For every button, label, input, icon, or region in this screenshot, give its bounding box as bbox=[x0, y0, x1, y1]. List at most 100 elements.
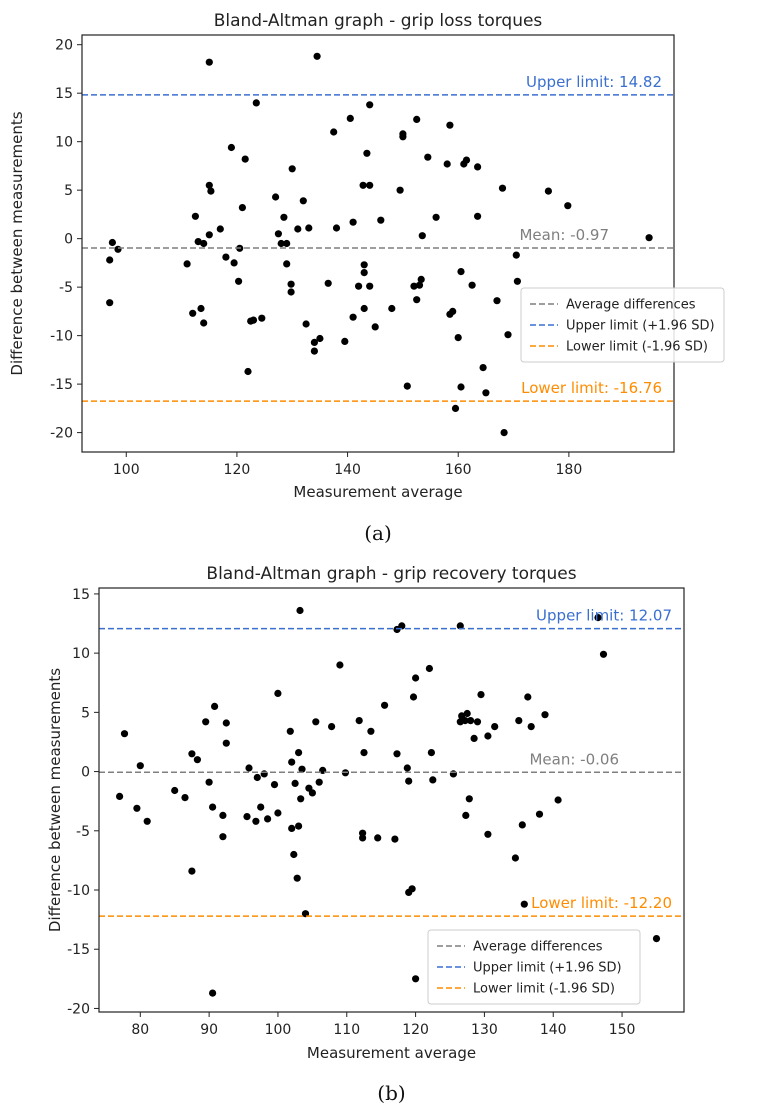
data-point bbox=[288, 824, 296, 833]
data-point bbox=[413, 296, 421, 304]
chart-title: Bland-Altman graph - grip recovery torqu… bbox=[206, 564, 576, 584]
legend-entry: Upper limit (+1.96 SD) bbox=[473, 961, 622, 976]
data-point bbox=[296, 606, 304, 615]
y-tick-label: 0 bbox=[64, 232, 73, 248]
data-point bbox=[544, 187, 553, 195]
data-point bbox=[377, 216, 385, 224]
mean-label: Mean: -0.06 bbox=[529, 750, 619, 768]
data-point bbox=[594, 614, 602, 622]
data-point bbox=[106, 299, 114, 307]
legend-entry: Average differences bbox=[473, 940, 603, 955]
data-point bbox=[171, 786, 179, 795]
data-point bbox=[457, 268, 465, 276]
y-tick-label: -10 bbox=[67, 883, 90, 899]
x-axis-label: Measurement average bbox=[293, 483, 462, 501]
y-tick-label: 10 bbox=[72, 646, 90, 662]
lower-limit-label: Lower limit: -16.76 bbox=[521, 379, 662, 397]
data-point bbox=[474, 163, 482, 171]
data-point bbox=[363, 149, 371, 157]
data-point bbox=[241, 155, 249, 163]
data-point bbox=[136, 762, 144, 770]
data-point bbox=[360, 261, 368, 269]
data-point bbox=[191, 212, 199, 220]
data-point bbox=[291, 779, 299, 788]
data-point bbox=[515, 717, 523, 725]
data-point bbox=[290, 850, 298, 859]
data-point bbox=[408, 885, 416, 893]
data-point bbox=[194, 238, 202, 246]
data-point bbox=[359, 834, 367, 842]
data-point bbox=[398, 622, 406, 630]
data-point bbox=[288, 165, 296, 173]
data-point bbox=[332, 224, 341, 232]
data-point bbox=[409, 693, 418, 701]
data-point bbox=[405, 777, 413, 785]
data-point bbox=[482, 389, 490, 397]
data-point bbox=[449, 770, 457, 778]
x-tick-label: 90 bbox=[200, 1022, 218, 1038]
data-point bbox=[274, 230, 282, 238]
data-point bbox=[462, 156, 471, 164]
data-point bbox=[252, 99, 260, 107]
data-point bbox=[116, 792, 124, 801]
data-point bbox=[295, 749, 303, 757]
legend: Average differences Upper limit (+1.96 SD… bbox=[520, 287, 725, 363]
data-point bbox=[366, 101, 374, 109]
y-tick-label: 5 bbox=[81, 705, 90, 721]
data-point bbox=[541, 711, 549, 719]
data-point bbox=[393, 750, 401, 758]
data-point bbox=[470, 734, 478, 743]
data-point bbox=[498, 184, 507, 192]
y-tick-label: 15 bbox=[72, 587, 90, 603]
data-point bbox=[511, 854, 519, 862]
data-point bbox=[388, 304, 396, 313]
data-point bbox=[500, 429, 508, 437]
data-point bbox=[403, 764, 411, 772]
data-point bbox=[183, 260, 191, 268]
x-tick-label: 120 bbox=[402, 1022, 429, 1038]
y-tick-label: -5 bbox=[59, 280, 73, 296]
y-tick-label: 0 bbox=[81, 765, 90, 781]
data-point bbox=[465, 795, 473, 803]
data-point bbox=[205, 58, 213, 66]
y-tick-label: -15 bbox=[67, 942, 90, 958]
data-point bbox=[312, 718, 320, 726]
data-point bbox=[443, 160, 451, 168]
data-point bbox=[302, 320, 310, 328]
data-point bbox=[205, 231, 213, 239]
data-point bbox=[310, 338, 318, 346]
data-point bbox=[274, 689, 282, 698]
x-tick-label: 150 bbox=[609, 1022, 636, 1038]
data-point bbox=[308, 789, 316, 797]
data-point bbox=[360, 269, 368, 277]
figure-caption: (b) bbox=[377, 1081, 405, 1105]
data-point bbox=[207, 187, 215, 195]
data-point bbox=[446, 121, 454, 129]
data-point bbox=[429, 776, 437, 784]
data-points bbox=[116, 606, 661, 997]
data-point bbox=[270, 781, 279, 789]
data-point bbox=[283, 239, 291, 248]
data-point bbox=[316, 334, 324, 343]
data-point bbox=[493, 297, 501, 305]
data-point bbox=[328, 723, 336, 731]
data-point bbox=[535, 810, 544, 818]
data-point bbox=[298, 765, 306, 773]
data-point bbox=[346, 114, 354, 122]
data-point bbox=[463, 709, 471, 718]
data-point bbox=[513, 277, 522, 285]
data-point bbox=[371, 323, 379, 331]
data-point bbox=[520, 900, 528, 908]
data-point bbox=[305, 224, 313, 232]
data-point bbox=[216, 225, 224, 233]
data-point bbox=[524, 693, 532, 701]
data-point bbox=[293, 874, 301, 882]
data-point bbox=[336, 661, 344, 669]
legend-box bbox=[520, 287, 725, 363]
data-point bbox=[512, 251, 520, 259]
data-point bbox=[527, 723, 535, 731]
data-point bbox=[277, 239, 285, 248]
data-point bbox=[467, 717, 475, 725]
legend-entry: Lower limit (-1.96 SD) bbox=[566, 340, 708, 355]
data-point bbox=[235, 277, 243, 285]
